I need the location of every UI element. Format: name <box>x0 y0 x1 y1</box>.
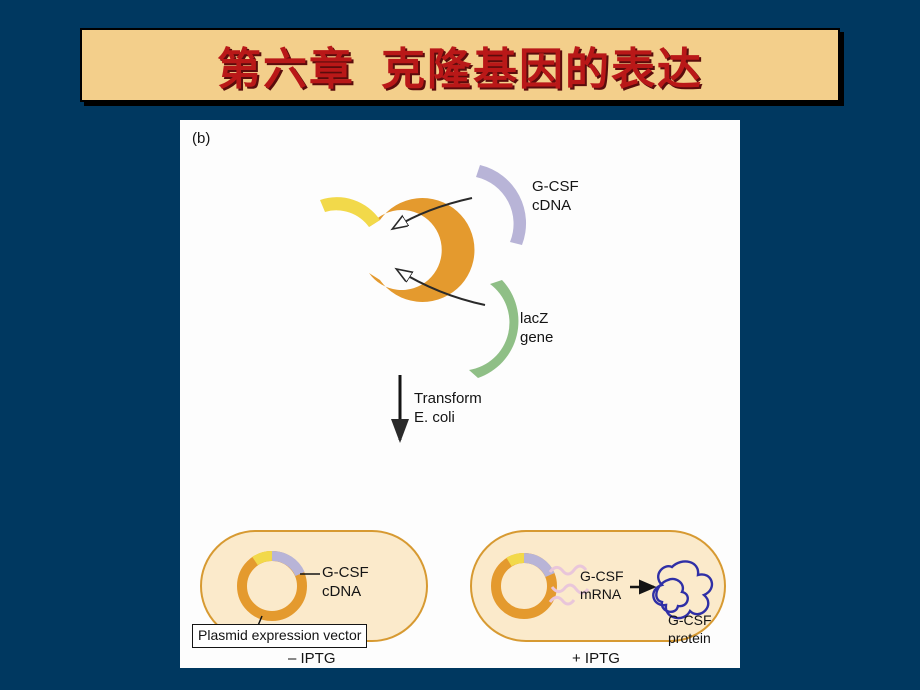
label-gcsf-cdna-cell: G-CSF cDNA <box>322 564 369 602</box>
protein-tangle-icon <box>653 561 712 618</box>
cdna-arc-icon <box>476 165 526 245</box>
slide-title: 第六章 克隆基因的表达 <box>217 33 703 97</box>
diagram-svg-top <box>180 120 740 520</box>
lacz-arc-icon <box>469 280 518 378</box>
plasmid-right-cdna-icon <box>524 558 550 575</box>
plasmid-right-yellow-icon <box>509 558 524 562</box>
label-plus-iptg: + IPTG <box>572 650 620 669</box>
label-transform: TransformE. coli <box>414 390 482 428</box>
label-gcsf-cdna: G-CSF cDNA <box>532 178 579 216</box>
cell-plus-iptg: G-CSF mRNA G-CSF protein <box>470 530 726 642</box>
label-plasmid-vector: Plasmid expression vector <box>192 624 367 648</box>
label-gcsf-protein: G-CSF protein <box>668 612 712 647</box>
plasmid-left-yellow-icon <box>255 556 272 561</box>
diagram-panel: (b) G-CSF cDNA lacZ gene TransformE. col… <box>180 120 740 668</box>
slide-title-bar: 第六章 克隆基因的表达 <box>80 28 840 102</box>
plasmid-yellow-segment-icon <box>320 197 380 227</box>
label-gcsf-mrna: G-CSF mRNA <box>580 568 624 603</box>
label-minus-iptg: – IPTG <box>288 650 336 669</box>
label-lacz: lacZ gene <box>520 310 553 348</box>
